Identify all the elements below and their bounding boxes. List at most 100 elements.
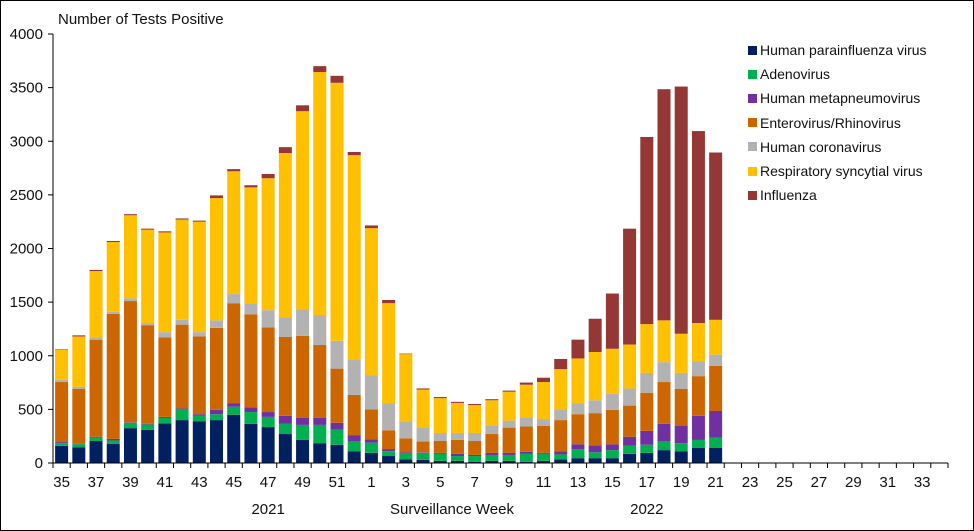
bar-segment-human-parainfluenza-virus-week-1 — [364, 452, 378, 463]
bar-segment-human-metapneumovirus-week-14 — [588, 445, 602, 453]
y-tick-label-2000: 2000 — [10, 241, 43, 258]
bar-segment-human-parainfluenza-virus-week-45 — [227, 414, 241, 463]
bar-segment-human-metapneumovirus-week-1 — [364, 439, 378, 443]
bar-segment-human-coronavirus-week-2 — [382, 403, 396, 431]
bar-segment-human-parainfluenza-virus-week-49 — [296, 439, 310, 463]
legend-label: Adenovirus — [760, 66, 831, 83]
x-tick-label-5: 5 — [436, 474, 444, 491]
bar-segment-human-coronavirus-week-15 — [605, 393, 619, 410]
bar-segment-enterovirus-rhinovirus-week-11 — [537, 426, 551, 453]
y-tick-label-1500: 1500 — [10, 294, 43, 311]
bar-segment-respiratory-syncytial-virus-week-42 — [175, 219, 189, 320]
bar-segment-human-metapneumovirus-week-35 — [55, 442, 69, 444]
bar-segment-human-coronavirus-week-44 — [210, 320, 224, 328]
bar-segment-human-coronavirus-week-17 — [640, 372, 654, 393]
bar-segment-influenza-week-47 — [261, 173, 275, 179]
bar-segment-human-parainfluenza-virus-week-5 — [433, 460, 447, 463]
bar-segment-enterovirus-rhinovirus-week-4 — [416, 441, 430, 453]
bar-segment-human-parainfluenza-virus-week-35 — [55, 445, 69, 463]
bar-segment-human-parainfluenza-virus-week-18 — [657, 450, 671, 463]
y-tick-label-0: 0 — [35, 455, 43, 472]
bar-segment-enterovirus-rhinovirus-week-40 — [141, 325, 155, 424]
bar-segment-respiratory-syncytial-virus-week-41 — [158, 232, 172, 333]
bar-segment-human-parainfluenza-virus-week-20 — [691, 447, 705, 463]
bar-segment-adenovirus-week-50 — [313, 424, 327, 444]
bar-segment-enterovirus-rhinovirus-week-49 — [296, 335, 310, 418]
bar-segment-human-metapneumovirus-week-44 — [210, 409, 224, 415]
bar-segment-adenovirus-week-35 — [55, 443, 69, 446]
bar-segment-respiratory-syncytial-virus-week-10 — [519, 384, 533, 418]
bar-segment-respiratory-syncytial-virus-week-46 — [244, 187, 258, 304]
bar-segment-adenovirus-week-15 — [605, 450, 619, 459]
x-tick-label-15: 15 — [604, 474, 621, 491]
bar-segment-human-parainfluenza-virus-week-51 — [330, 444, 344, 463]
x-tick-label-35: 35 — [53, 474, 70, 491]
bar-segment-enterovirus-rhinovirus-week-21 — [709, 365, 723, 411]
bar-segment-human-coronavirus-week-14 — [588, 400, 602, 414]
x-tick-label-19: 19 — [673, 474, 690, 491]
bar-segment-respiratory-syncytial-virus-week-20 — [691, 323, 705, 362]
bar-segment-adenovirus-week-6 — [450, 456, 464, 461]
bar-segment-influenza-week-20 — [691, 131, 705, 324]
bar-segment-human-coronavirus-week-50 — [313, 315, 327, 346]
bar-segment-influenza-week-41 — [158, 231, 172, 233]
bar-segment-influenza-week-2 — [382, 299, 396, 304]
bar-segment-enterovirus-rhinovirus-week-7 — [468, 441, 482, 455]
x-tick-label-41: 41 — [157, 474, 174, 491]
bar-segment-human-metapneumovirus-week-7 — [468, 454, 482, 457]
bar-segment-enterovirus-rhinovirus-week-8 — [485, 434, 499, 453]
bar-segment-human-coronavirus-week-7 — [468, 432, 482, 442]
bar-segment-influenza-week-19 — [674, 86, 688, 334]
bar-segment-human-coronavirus-week-38 — [106, 311, 120, 314]
bar-segment-human-metapneumovirus-week-52 — [347, 435, 361, 442]
bar-segment-enterovirus-rhinovirus-week-45 — [227, 303, 241, 404]
bar-segment-respiratory-syncytial-virus-week-37 — [89, 271, 103, 338]
bar-segment-human-metapneumovirus-week-8 — [485, 452, 499, 455]
bar-segment-enterovirus-rhinovirus-week-18 — [657, 382, 671, 424]
bar-segment-influenza-week-12 — [554, 358, 568, 370]
x-tick-label-9: 9 — [505, 474, 513, 491]
bar-segment-human-parainfluenza-virus-week-4 — [416, 459, 430, 463]
legend-item-enterovirus-rhinovirus: Enterovirus/Rhinovirus — [748, 111, 927, 135]
bar-segment-enterovirus-rhinovirus-week-36 — [72, 389, 86, 444]
legend-item-respiratory-syncytial-virus: Respiratory syncytial virus — [748, 159, 927, 183]
legend-swatch — [748, 166, 757, 176]
legend-label: Human coronavirus — [760, 138, 882, 155]
bar-segment-human-coronavirus-week-1 — [364, 375, 378, 410]
bar-segment-human-coronavirus-week-18 — [657, 362, 671, 383]
bar-segment-influenza-week-8 — [485, 399, 499, 401]
x-tick-label-3: 3 — [402, 474, 410, 491]
bar-segment-enterovirus-rhinovirus-week-39 — [123, 301, 137, 423]
bar-segment-enterovirus-rhinovirus-week-13 — [571, 414, 585, 445]
bar-segment-human-coronavirus-week-51 — [330, 340, 344, 369]
legend-swatch — [748, 142, 757, 152]
bar-segment-influenza-week-1 — [364, 225, 378, 229]
bar-segment-respiratory-syncytial-virus-week-14 — [588, 352, 602, 401]
legend-swatch — [748, 45, 757, 55]
legend-label: Enterovirus/Rhinovirus — [760, 114, 901, 131]
bar-segment-human-coronavirus-week-16 — [623, 388, 637, 406]
bar-segment-respiratory-syncytial-virus-week-47 — [261, 178, 275, 311]
bar-segment-enterovirus-rhinovirus-week-20 — [691, 376, 705, 416]
bar-segment-enterovirus-rhinovirus-week-1 — [364, 409, 378, 440]
bar-segment-respiratory-syncytial-virus-week-13 — [571, 358, 585, 404]
bar-segment-human-parainfluenza-virus-week-44 — [210, 420, 224, 463]
bar-segment-human-metapneumovirus-week-47 — [261, 412, 275, 417]
legend-swatch — [748, 118, 757, 128]
bar-segment-influenza-week-36 — [72, 335, 86, 337]
bar-segment-human-parainfluenza-virus-week-37 — [89, 441, 103, 463]
bar-segment-human-parainfluenza-virus-week-10 — [519, 461, 533, 463]
bar-segment-human-coronavirus-week-39 — [123, 298, 137, 302]
bar-segment-influenza-week-45 — [227, 169, 241, 172]
bar-segment-respiratory-syncytial-virus-week-35 — [55, 349, 69, 380]
y-tick-label-3500: 3500 — [10, 80, 43, 97]
bar-segment-enterovirus-rhinovirus-week-42 — [175, 324, 189, 409]
x-tick-label-39: 39 — [122, 474, 139, 491]
bar-segment-human-metapneumovirus-week-48 — [278, 415, 292, 424]
bar-segment-influenza-week-6 — [450, 401, 464, 403]
bar-segment-respiratory-syncytial-virus-week-3 — [399, 354, 413, 422]
bar-segment-adenovirus-week-1 — [364, 442, 378, 453]
bar-segment-adenovirus-week-40 — [141, 424, 155, 430]
bar-segment-adenovirus-week-8 — [485, 454, 499, 461]
bar-segment-enterovirus-rhinovirus-week-38 — [106, 313, 120, 439]
